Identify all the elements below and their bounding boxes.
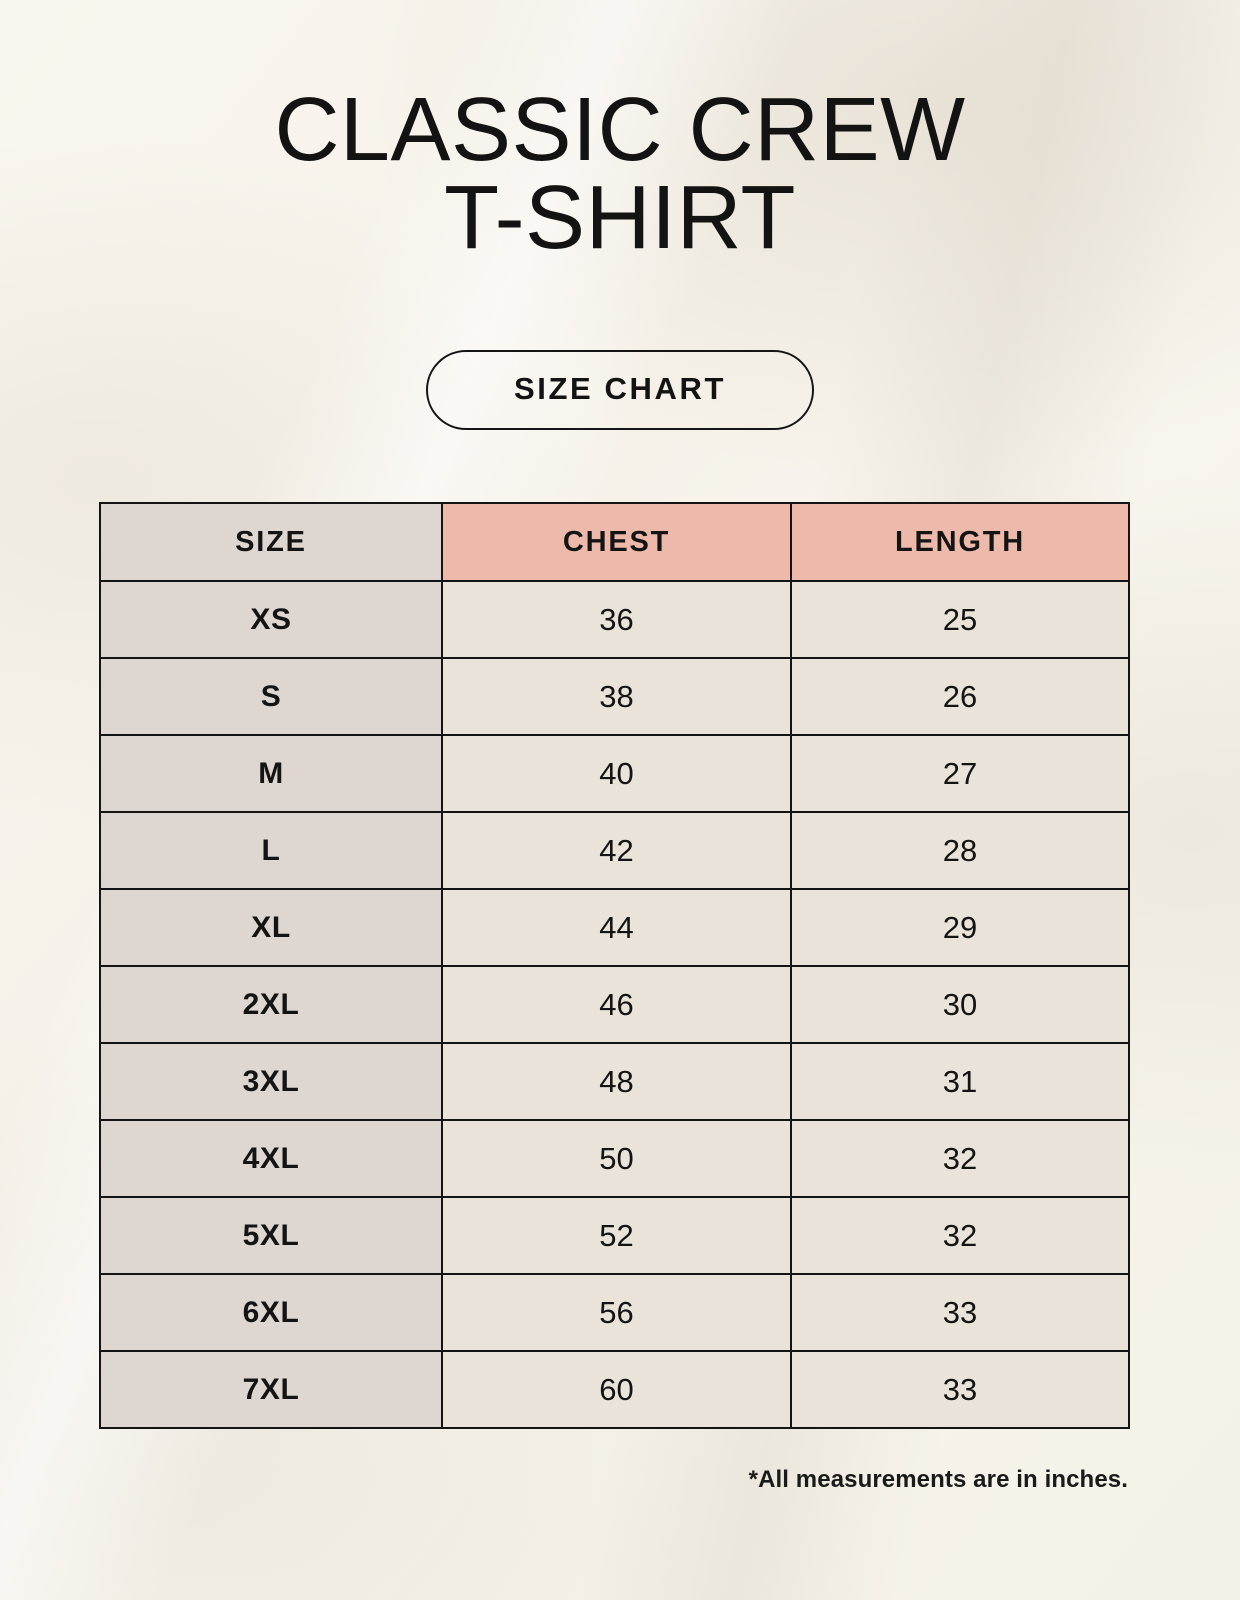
title-block: CLASSIC CREW T-SHIRT bbox=[0, 80, 1240, 269]
table-header-row: SIZE CHEST LENGTH bbox=[99, 502, 1130, 582]
cell-chest: 56 bbox=[441, 1273, 792, 1352]
cell-size: 7XL bbox=[99, 1350, 443, 1429]
cell-size: XS bbox=[99, 580, 443, 659]
table-row: M 40 27 bbox=[99, 734, 1130, 813]
cell-length: 29 bbox=[790, 888, 1130, 967]
cell-length: 27 bbox=[790, 734, 1130, 813]
cell-chest: 50 bbox=[441, 1119, 792, 1198]
cell-chest: 46 bbox=[441, 965, 792, 1044]
column-header-length: LENGTH bbox=[790, 502, 1130, 582]
size-table: SIZE CHEST LENGTH XS 36 25 S 38 26 M 40 27 L 42 28 X… bbox=[99, 502, 1130, 1429]
table-row: 7XL 60 33 bbox=[99, 1350, 1130, 1429]
cell-size: 4XL bbox=[99, 1119, 443, 1198]
cell-size: S bbox=[99, 657, 443, 736]
cell-size: 5XL bbox=[99, 1196, 443, 1275]
cell-length: 25 bbox=[790, 580, 1130, 659]
badge-container: SIZE CHART bbox=[0, 350, 1240, 430]
cell-size: L bbox=[99, 811, 443, 890]
page-title: CLASSIC CREW T-SHIRT bbox=[274, 80, 966, 269]
cell-size: 3XL bbox=[99, 1042, 443, 1121]
cell-size: 2XL bbox=[99, 965, 443, 1044]
table-row: 3XL 48 31 bbox=[99, 1042, 1130, 1121]
table-row: 5XL 52 32 bbox=[99, 1196, 1130, 1275]
table-row: 2XL 46 30 bbox=[99, 965, 1130, 1044]
table-row: 6XL 56 33 bbox=[99, 1273, 1130, 1352]
cell-length: 32 bbox=[790, 1196, 1130, 1275]
cell-size: 6XL bbox=[99, 1273, 443, 1352]
measurement-footnote: *All measurements are in inches. bbox=[748, 1466, 1128, 1493]
cell-chest: 42 bbox=[441, 811, 792, 890]
column-header-chest: CHEST bbox=[441, 502, 792, 582]
table-row: 4XL 50 32 bbox=[99, 1119, 1130, 1198]
table-header: SIZE CHEST LENGTH bbox=[99, 502, 1130, 582]
cell-chest: 60 bbox=[441, 1350, 792, 1429]
table-row: L 42 28 bbox=[99, 811, 1130, 890]
table-row: S 38 26 bbox=[99, 657, 1130, 736]
cell-length: 33 bbox=[790, 1273, 1130, 1352]
cell-chest: 48 bbox=[441, 1042, 792, 1121]
cell-chest: 44 bbox=[441, 888, 792, 967]
table-body: XS 36 25 S 38 26 M 40 27 L 42 28 XL 44 29 2XL 46 30 3XL 48 3… bbox=[99, 580, 1130, 1429]
cell-length: 30 bbox=[790, 965, 1130, 1044]
cell-size: XL bbox=[99, 888, 443, 967]
cell-chest: 40 bbox=[441, 734, 792, 813]
cell-length: 28 bbox=[790, 811, 1130, 890]
cell-length: 32 bbox=[790, 1119, 1130, 1198]
cell-size: M bbox=[99, 734, 443, 813]
size-chart-badge: SIZE CHART bbox=[426, 350, 814, 430]
size-table-container: SIZE CHEST LENGTH XS 36 25 S 38 26 M 40 27 L 42 28 X… bbox=[99, 502, 1130, 1429]
cell-chest: 52 bbox=[441, 1196, 792, 1275]
table-row: XL 44 29 bbox=[99, 888, 1130, 967]
cell-length: 33 bbox=[790, 1350, 1130, 1429]
cell-chest: 38 bbox=[441, 657, 792, 736]
cell-length: 31 bbox=[790, 1042, 1130, 1121]
cell-chest: 36 bbox=[441, 580, 792, 659]
cell-length: 26 bbox=[790, 657, 1130, 736]
column-header-size: SIZE bbox=[99, 502, 443, 582]
table-row: XS 36 25 bbox=[99, 580, 1130, 659]
